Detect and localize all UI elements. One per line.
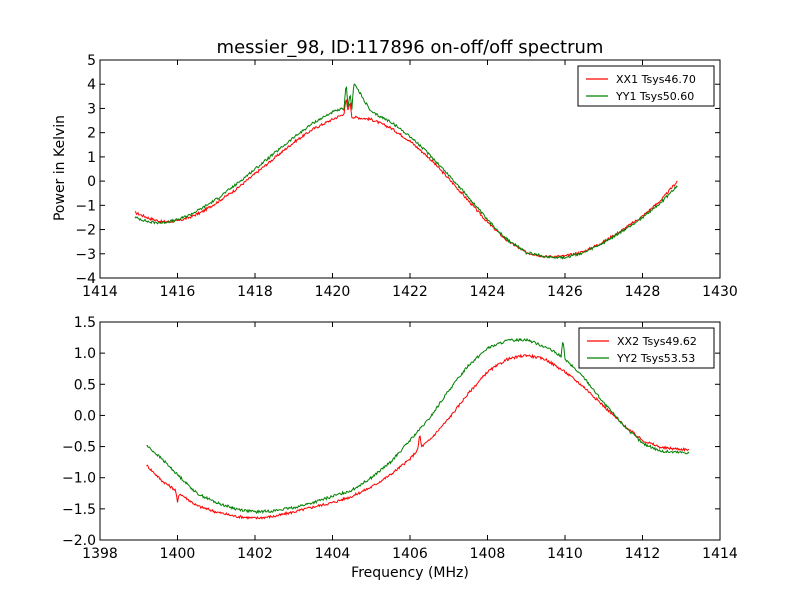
y-tick-label: 1 bbox=[87, 150, 96, 166]
x-tick-label: 1398 bbox=[82, 546, 118, 562]
y-tick-label: −1.5 bbox=[62, 502, 96, 518]
y-tick-label: −4 bbox=[75, 271, 96, 287]
y-tick-label: 1.5 bbox=[74, 315, 96, 331]
y-tick-label: −1 bbox=[75, 198, 96, 214]
top-subplot: 1414 1416 1418 1420 1422 1424 1426 1428 1430−4−3… bbox=[75, 53, 737, 300]
y-tick-label: 3 bbox=[87, 101, 96, 117]
x-tick-label: 1424 bbox=[470, 284, 506, 300]
y-tick-label: 5 bbox=[87, 53, 96, 69]
y-axis-label: Power in Kelvin bbox=[52, 115, 68, 221]
y-tick-label: 0.0 bbox=[74, 408, 96, 424]
y-tick-label: 1.0 bbox=[74, 346, 96, 362]
y-tick-label: −3 bbox=[75, 247, 96, 263]
x-tick-label: 1428 bbox=[625, 284, 661, 300]
x-tick-label: 1412 bbox=[625, 546, 661, 562]
legend-entry: YY2 Tsys53.53 bbox=[616, 352, 695, 365]
y-tick-label: −2.0 bbox=[62, 533, 96, 549]
x-axis-label: Frequency (MHz) bbox=[351, 565, 469, 581]
x-tick-label: 1408 bbox=[470, 546, 506, 562]
x-tick-label: 1400 bbox=[160, 546, 196, 562]
y-tick-label: 0.5 bbox=[74, 377, 96, 393]
y-tick-label: 4 bbox=[87, 77, 96, 93]
legend-entry: XX2 Tsys49.62 bbox=[617, 335, 697, 348]
x-tick-label: 1406 bbox=[392, 546, 428, 562]
x-tick-label: 1418 bbox=[237, 284, 273, 300]
series-line-1 bbox=[146, 353, 690, 520]
x-tick-label: 1414 bbox=[702, 546, 738, 562]
legend-entry: YY1 Tsys50.60 bbox=[615, 90, 694, 103]
bottom-subplot: 1398 1400 1402 1404 1406 1408 1410 1412 1414 −2.0… bbox=[62, 315, 738, 562]
x-tick-label: 1414 bbox=[82, 284, 118, 300]
x-tick-label: 1420 bbox=[315, 284, 351, 300]
legend bbox=[578, 327, 715, 369]
x-tick-label: 1416 bbox=[160, 284, 196, 300]
series-line-2 bbox=[146, 337, 690, 515]
series-line-1 bbox=[134, 99, 678, 259]
y-tick-label: 0 bbox=[87, 174, 96, 190]
y-tick-label: 2 bbox=[87, 126, 96, 142]
y-tick-label: −2 bbox=[75, 223, 96, 239]
y-tick-label: −0.5 bbox=[62, 440, 96, 456]
x-tick-label: 1426 bbox=[547, 284, 583, 300]
x-tick-label: 1404 bbox=[315, 546, 351, 562]
x-tick-label: 1422 bbox=[392, 284, 428, 300]
legend bbox=[577, 65, 715, 107]
y-tick-label: −1.0 bbox=[62, 471, 96, 487]
x-tick-label: 1430 bbox=[702, 284, 738, 300]
legend-entry: XX1 Tsys46.70 bbox=[616, 73, 696, 86]
x-tick-label: 1410 bbox=[547, 546, 583, 562]
series-line-2 bbox=[134, 83, 678, 260]
chart-title: messier_98, ID:117896 on-off/off spectru… bbox=[217, 37, 604, 58]
x-tick-label: 1402 bbox=[237, 546, 273, 562]
